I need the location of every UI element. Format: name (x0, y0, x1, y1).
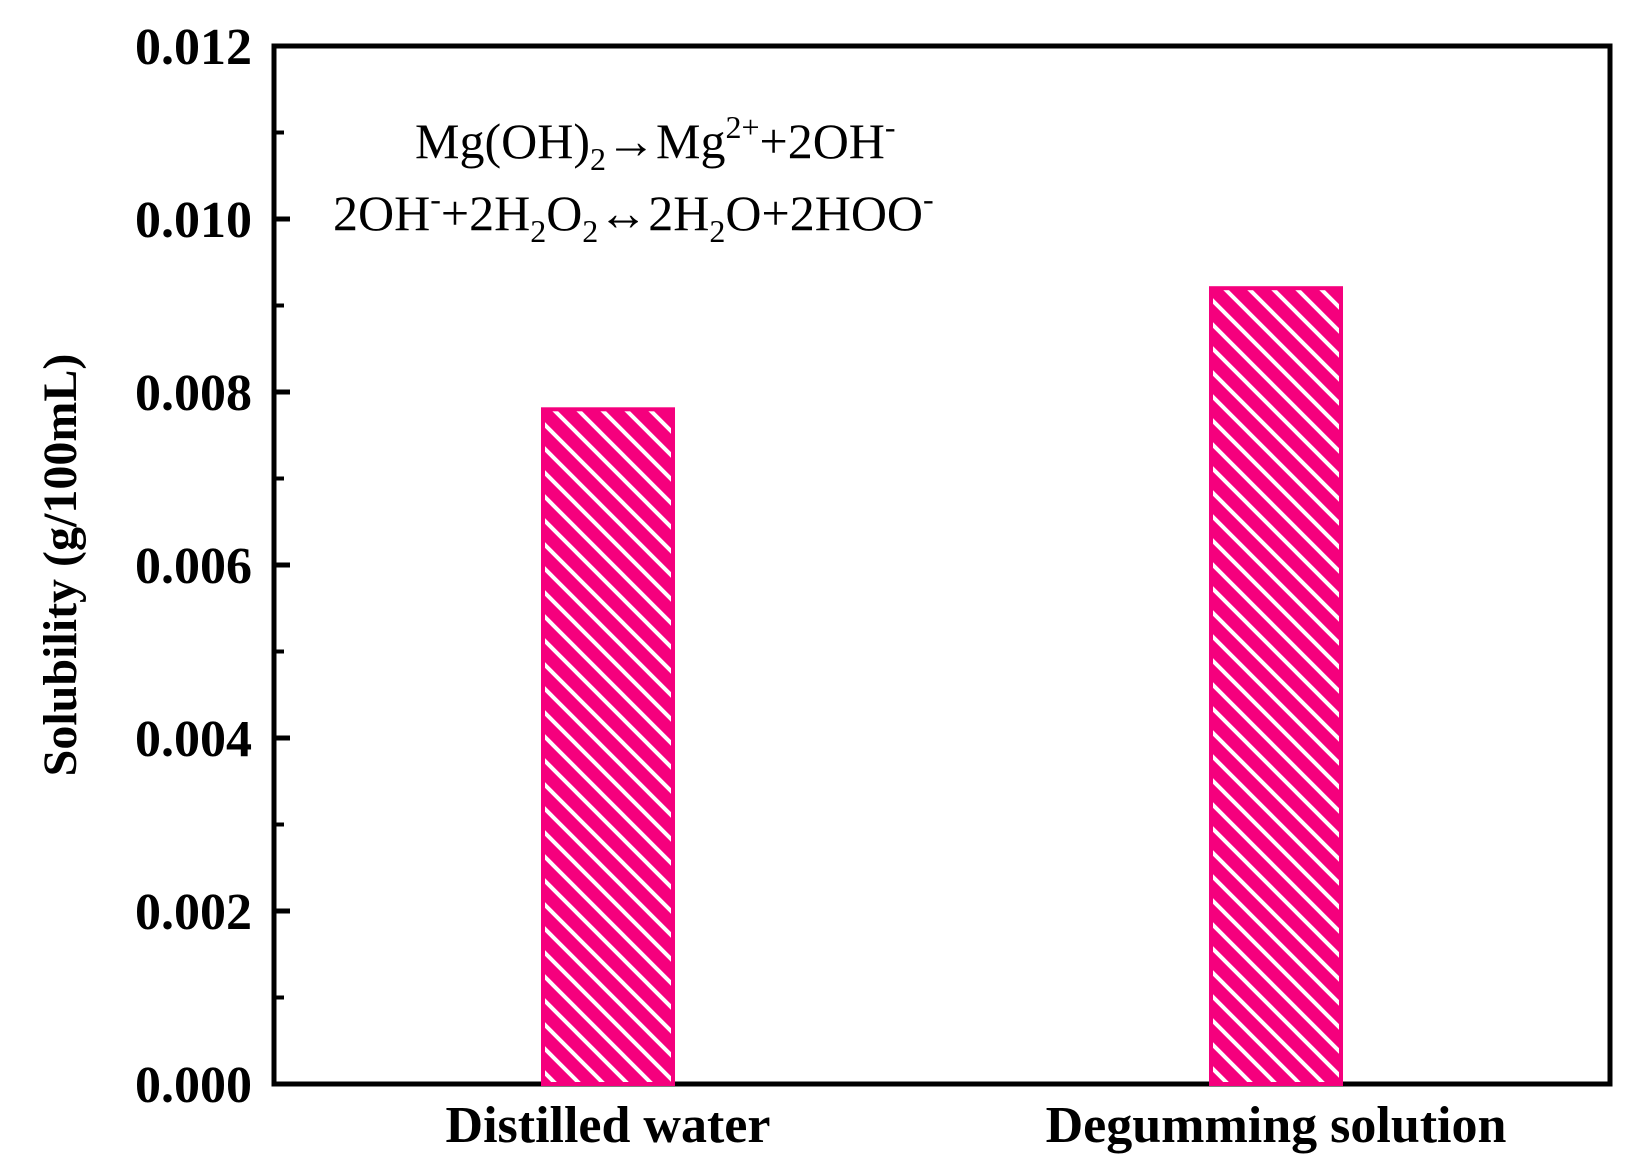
eq2-part3: O (546, 185, 582, 241)
eq1-part1: Mg(OH) (415, 113, 590, 169)
eq2-part2: +2H (441, 185, 530, 241)
equation-line-1: Mg(OH)2→Mg2++2OH- (415, 109, 896, 177)
eq1-sup1: 2+ (725, 109, 759, 145)
y-tick-label: 0.008 (135, 365, 252, 422)
eq2-sub1: 2 (530, 213, 546, 249)
eq2-part5: O+2HOO (725, 185, 923, 241)
eq2-sub2: 2 (582, 213, 598, 249)
y-axis-tick-labels: 0.000 0.002 0.004 0.006 0.008 0.010 0.012 (135, 19, 252, 1114)
y-tick-label: 0.000 (135, 1057, 252, 1114)
eq1-sup2: - (885, 109, 896, 145)
eq2-part4: ↔2H (598, 185, 709, 241)
bars (541, 286, 1343, 1086)
y-axis-ticks (274, 43, 290, 1087)
eq2-sup1: - (430, 181, 441, 217)
equation-line-2: 2OH-+2H2O2↔2H2O+2HOO- (333, 181, 934, 249)
y-axis-title: Solubility (g/100mL) (34, 354, 87, 777)
eq1-part2: →Mg (606, 113, 725, 169)
y-tick-label: 0.002 (135, 884, 252, 941)
y-tick-label: 0.004 (135, 711, 252, 768)
bar-degumming-solution (1209, 286, 1343, 1086)
eq2-sub3: 2 (709, 213, 725, 249)
eq2-part1: 2OH (333, 185, 430, 241)
x-axis-category-labels: Distilled water Degumming solution (446, 1097, 1507, 1154)
x-category-label: Distilled water (446, 1097, 771, 1154)
bar-distilled-water (541, 407, 675, 1086)
eq2-sup2: - (923, 181, 934, 217)
y-tick-label: 0.010 (135, 192, 252, 249)
y-tick-label: 0.006 (135, 538, 252, 595)
y-tick-label: 0.012 (135, 19, 252, 76)
eq1-sub1: 2 (590, 141, 606, 177)
eq1-part3: +2OH (760, 113, 885, 169)
x-category-label: Degumming solution (1046, 1097, 1507, 1154)
